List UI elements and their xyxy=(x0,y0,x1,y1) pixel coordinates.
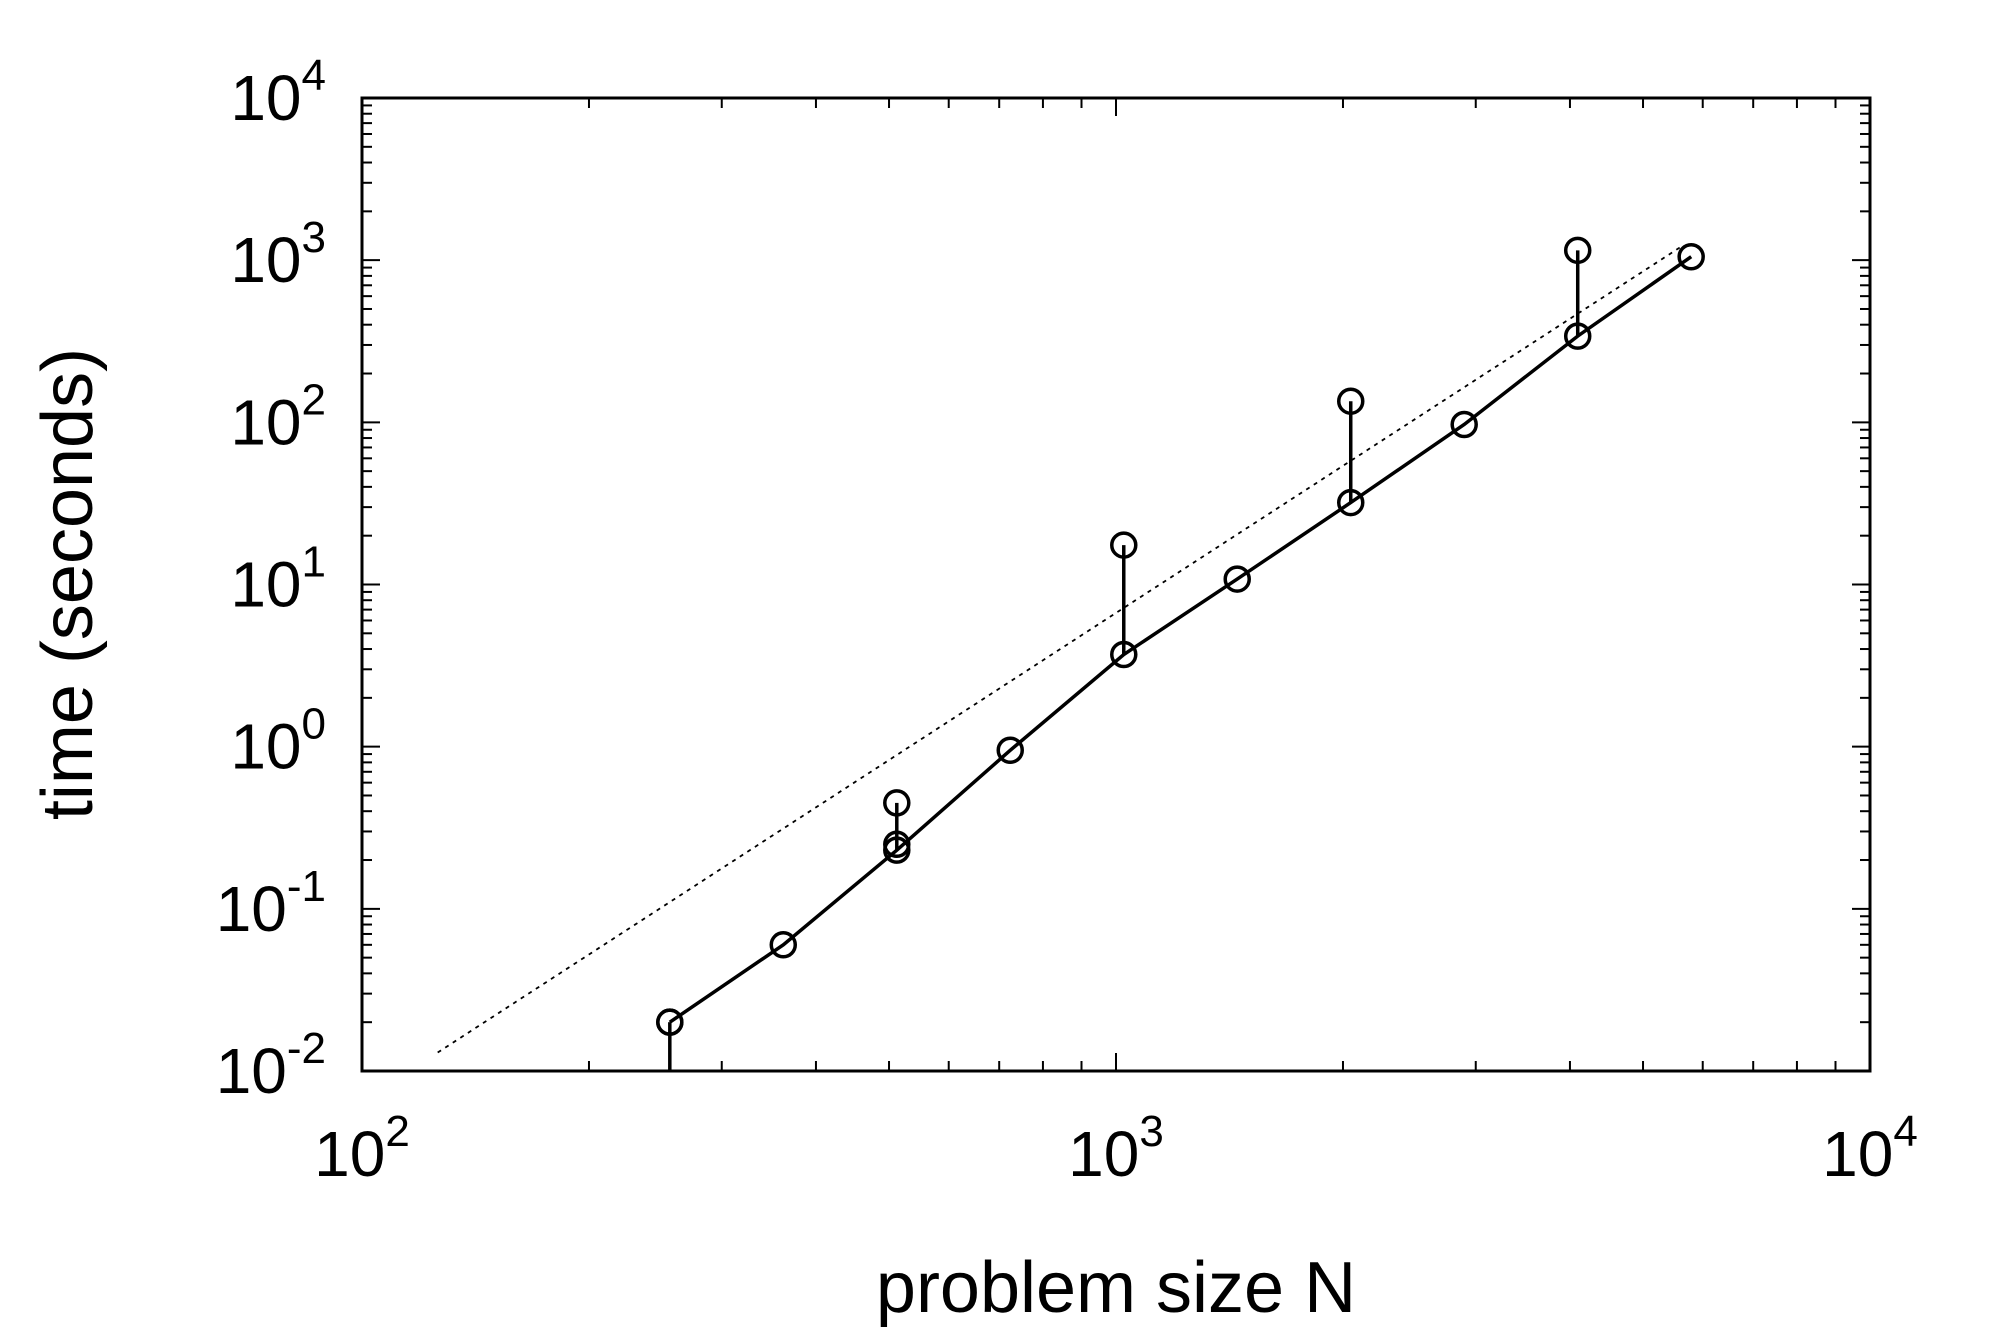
y-tick-label: 10-2 xyxy=(216,1024,326,1107)
y-tick-label: 101 xyxy=(230,538,326,621)
data-point xyxy=(1110,640,1138,669)
x-tick-label: 103 xyxy=(1068,1107,1164,1190)
axis-ticks xyxy=(361,97,1871,1072)
series-line xyxy=(668,255,1693,1024)
plot-frame xyxy=(360,96,1872,1073)
data-point xyxy=(1677,242,1705,271)
data-point-upper xyxy=(1563,236,1592,265)
data-point xyxy=(1563,322,1592,350)
data-point xyxy=(1336,488,1365,517)
y-tick-label: 104 xyxy=(230,51,326,134)
data-point xyxy=(1450,410,1478,439)
tick-labels: 102 103 104 10-2 10-1 100 101 102 103 104 xyxy=(216,51,1918,1190)
y-tick-label: 100 xyxy=(230,700,326,783)
reference-line xyxy=(437,246,1681,1054)
x-axis-title: problem size N xyxy=(876,1248,1356,1328)
data-point-upper xyxy=(883,789,911,817)
data-point-upper xyxy=(1336,387,1365,415)
data-point xyxy=(1223,565,1251,593)
data-point-upper xyxy=(1110,531,1138,559)
y-tick-label: 10-1 xyxy=(216,862,326,945)
x-tick-label: 102 xyxy=(314,1107,410,1190)
data-point-upper xyxy=(656,1008,684,1036)
data-point-upper xyxy=(883,830,911,859)
data-point xyxy=(996,736,1024,765)
y-tick-label: 102 xyxy=(230,375,326,458)
data-point xyxy=(769,931,798,959)
y-axis-title: time (seconds) xyxy=(28,348,108,820)
x-tick-label: 104 xyxy=(1822,1107,1918,1190)
plot-marks xyxy=(437,236,1705,1071)
y-tick-label: 103 xyxy=(230,213,326,296)
